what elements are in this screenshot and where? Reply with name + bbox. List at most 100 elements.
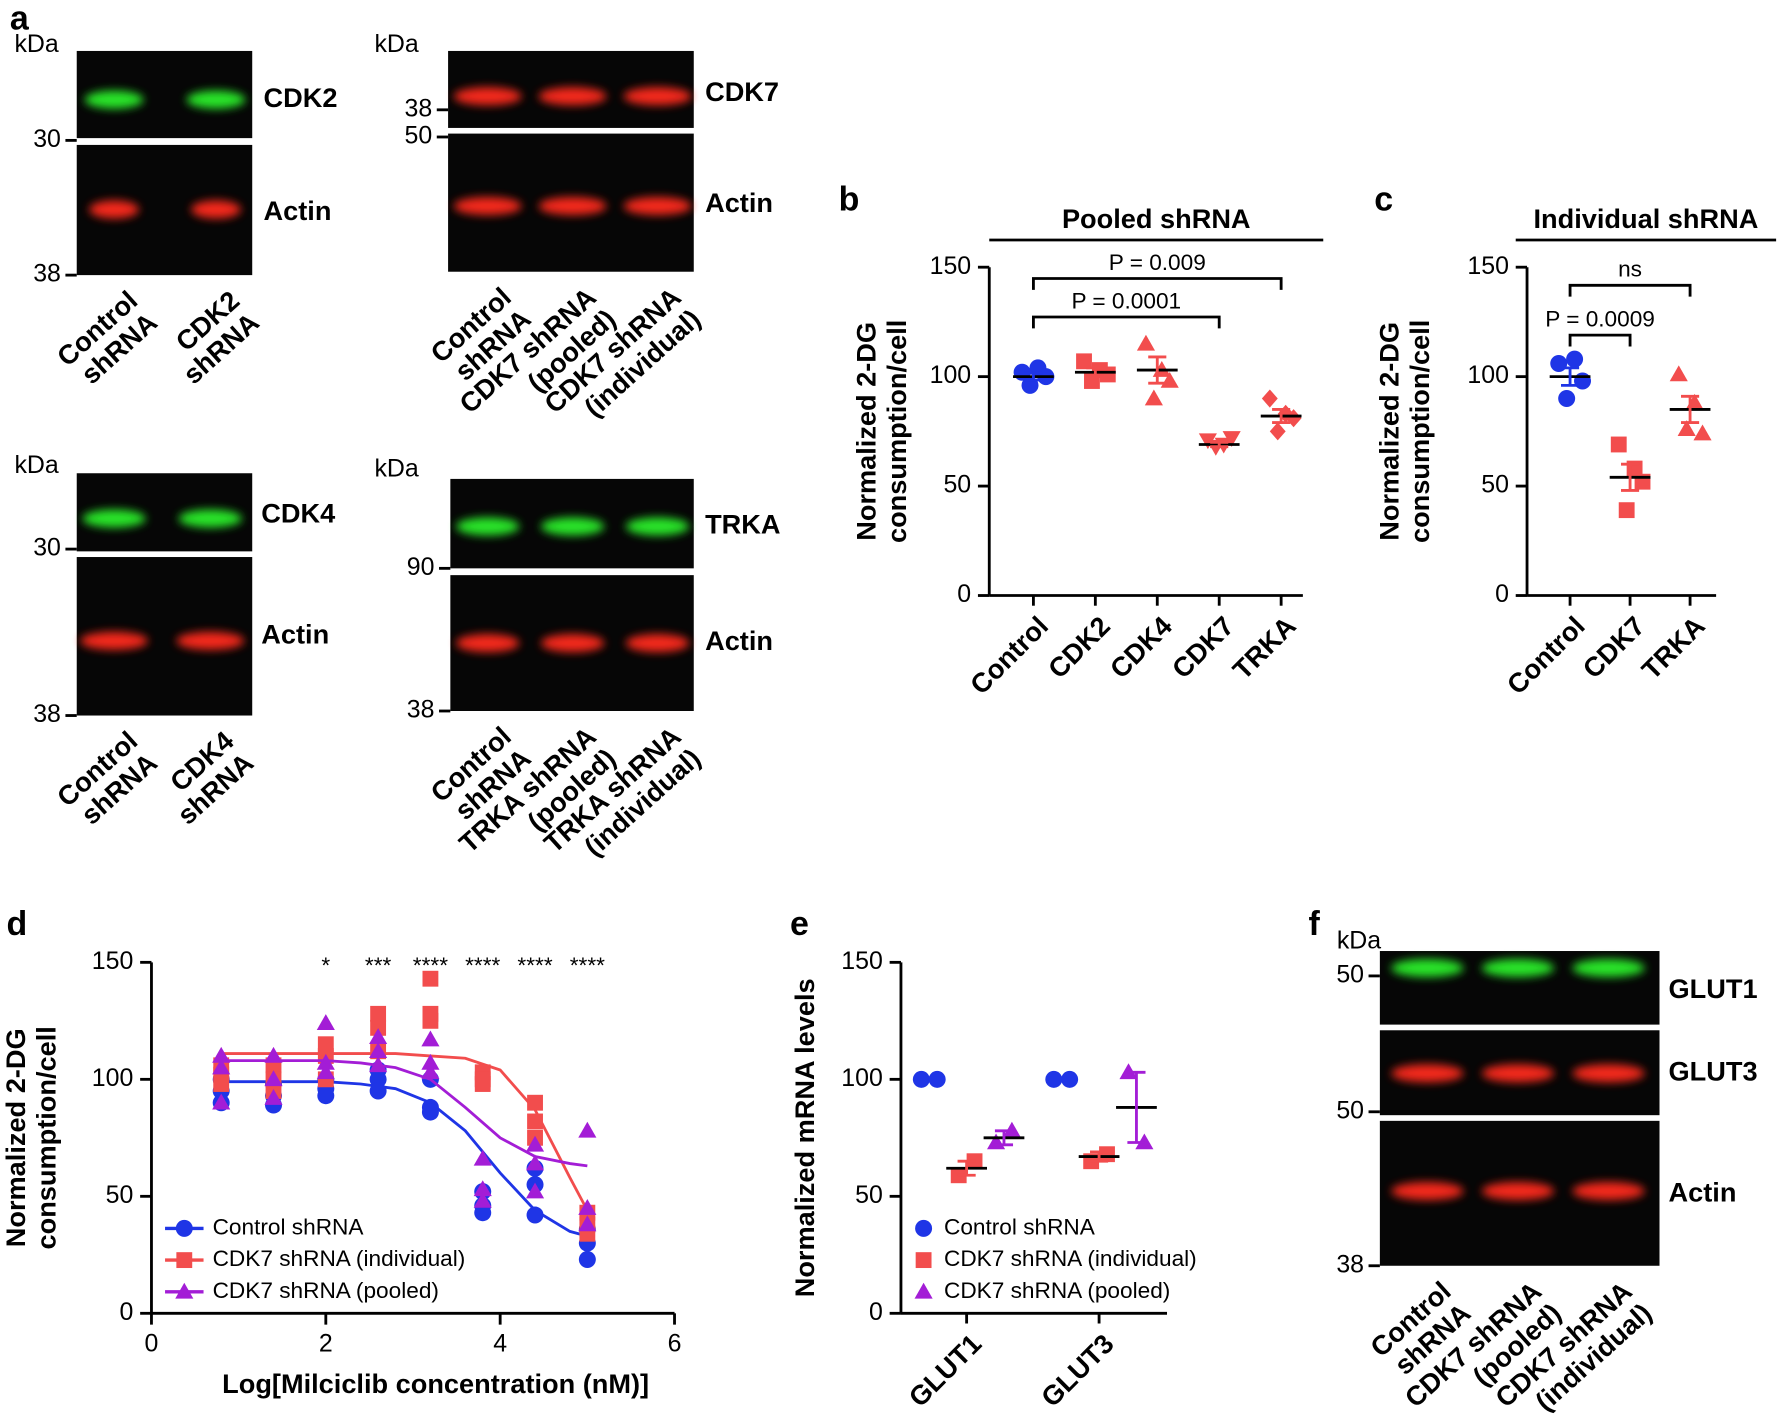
- point: [578, 1215, 597, 1232]
- y-tick-label: 0: [957, 580, 971, 608]
- point: [1144, 389, 1163, 406]
- point: [213, 1076, 230, 1092]
- point: [1061, 1070, 1079, 1088]
- annotation: P = 0.0001: [1071, 288, 1181, 313]
- error-bar: [1086, 366, 1105, 379]
- x-tick-label: TRKA: [1635, 610, 1710, 685]
- point: [370, 1019, 387, 1036]
- x-tick-label: 6: [668, 1330, 682, 1358]
- y-axis-label: Normalized mRNA levels: [789, 978, 820, 1297]
- point: [578, 1251, 596, 1268]
- legend-label: CDK7 shRNA (pooled): [944, 1278, 1170, 1303]
- x-axis-label: Log[Milciclib concentration (nM)]: [222, 1368, 649, 1399]
- band: [1481, 1064, 1555, 1083]
- ladder-label: 38: [407, 696, 435, 724]
- y-axis-label: Normalized 2-DG: [0, 1028, 31, 1247]
- annotation: ns: [1618, 257, 1642, 282]
- kda-label: kDa: [374, 454, 418, 482]
- significance: ***: [365, 953, 392, 978]
- y-axis-label: consumption/cell: [31, 1026, 62, 1249]
- ladder-label: 30: [33, 125, 61, 153]
- band: [456, 517, 520, 536]
- ladder-label: 50: [405, 122, 433, 150]
- point: [527, 1094, 543, 1111]
- point: [369, 1082, 387, 1100]
- point: [473, 1149, 492, 1166]
- y-tick-label: 0: [1495, 580, 1509, 608]
- ladder-label: 30: [33, 534, 61, 562]
- point: [316, 1053, 335, 1070]
- legend-marker: [914, 1282, 933, 1299]
- band: [1391, 1064, 1464, 1083]
- band: [1391, 958, 1464, 978]
- significance: ****: [413, 953, 448, 978]
- panel-letter: b: [839, 180, 860, 218]
- protein-label: CDK2: [264, 82, 338, 113]
- y-tick-label: 50: [943, 471, 971, 499]
- y-tick-label: 100: [92, 1064, 134, 1092]
- point: [928, 1070, 946, 1088]
- point: [1269, 422, 1286, 441]
- band: [456, 634, 520, 653]
- error-bar: [1210, 440, 1229, 449]
- y-tick-label: 150: [930, 252, 972, 280]
- bracket: [1568, 283, 1692, 297]
- y-tick-label: 150: [92, 947, 134, 975]
- point: [1677, 420, 1696, 436]
- kda-label: kDa: [374, 30, 418, 58]
- y-tick-label: 50: [1481, 471, 1509, 499]
- band: [1572, 1064, 1645, 1083]
- error-bar: [957, 1159, 976, 1177]
- x-tick-label: 0: [145, 1330, 159, 1358]
- point: [370, 1005, 387, 1022]
- point: [369, 1056, 388, 1073]
- band: [1481, 958, 1555, 978]
- band: [538, 196, 607, 216]
- ladder-label: 38: [33, 260, 61, 288]
- legend-marker: [915, 1252, 932, 1269]
- error-bar: [1127, 1070, 1146, 1144]
- point: [473, 1180, 492, 1197]
- point: [264, 1088, 283, 1105]
- legend-marker: [175, 1219, 193, 1237]
- band: [82, 509, 146, 528]
- point: [474, 1204, 492, 1222]
- legend-marker: [176, 1252, 193, 1269]
- ladder-label: 90: [407, 553, 435, 581]
- legend-label: CDK7 shRNA (pooled): [213, 1278, 439, 1303]
- chart-title: Individual shRNA: [1534, 203, 1759, 234]
- y-tick-label: 50: [855, 1181, 883, 1209]
- x-tick-label: Control: [964, 610, 1054, 700]
- point: [212, 1046, 231, 1063]
- point: [212, 1093, 231, 1110]
- x-tick-label: 4: [493, 1330, 507, 1358]
- x-tick-label: GLUT1: [902, 1328, 987, 1413]
- band: [1572, 1181, 1645, 1201]
- point: [1076, 353, 1092, 370]
- x-tick-label: CDK7: [1577, 610, 1651, 684]
- point: [578, 1121, 597, 1138]
- point: [264, 1046, 283, 1063]
- point: [1610, 436, 1627, 453]
- error-bar: [1561, 366, 1580, 387]
- point: [525, 1182, 545, 1199]
- error-bar: [994, 1129, 1014, 1147]
- band: [1391, 1181, 1464, 1201]
- panel-letter: c: [1374, 180, 1393, 218]
- point: [1550, 355, 1568, 372]
- panel-letter: e: [790, 905, 809, 943]
- x-tick-label: CDK4: [1104, 610, 1178, 684]
- point: [1558, 390, 1576, 408]
- significance: ****: [517, 953, 552, 978]
- point: [422, 970, 439, 987]
- y-axis-label: Normalized 2-DG: [1373, 322, 1404, 541]
- band: [540, 634, 605, 653]
- error-bar: [1681, 394, 1700, 425]
- kda-label: kDa: [14, 451, 58, 479]
- ladder-label: 38: [33, 700, 61, 728]
- point: [1222, 431, 1241, 447]
- point: [1574, 372, 1592, 390]
- band: [89, 200, 140, 219]
- legend-marker: [915, 1219, 933, 1237]
